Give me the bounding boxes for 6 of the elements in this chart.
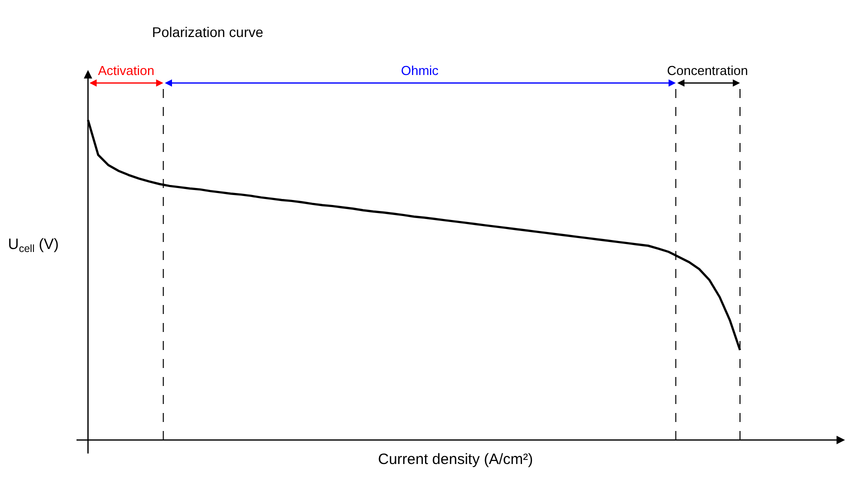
y-axis-title: U$_{cell}$ (V) (8, 236, 59, 256)
x-axis-title: Current density (A/cm²) (378, 451, 534, 468)
text: Activation (98, 63, 154, 78)
text: Ohmic (401, 63, 440, 78)
chart-title: Polarization curve (152, 24, 264, 40)
text: Concentration (667, 63, 748, 78)
